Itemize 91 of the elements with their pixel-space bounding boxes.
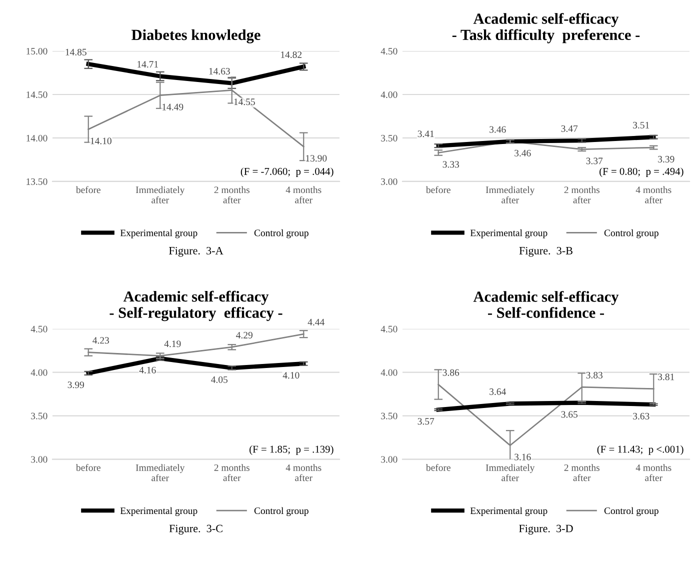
legend-label: Experimental group — [120, 229, 198, 238]
chart-subtitle: - Self-regulatory efficacy - — [110, 306, 282, 322]
x-tick-label: 4 months after — [286, 186, 322, 204]
data-label: 14.55 — [234, 98, 255, 106]
x-tick-label: Immediately after — [486, 186, 535, 204]
data-label: 14.10 — [90, 138, 112, 144]
x-tick-label: before — [76, 186, 100, 194]
y-tick-label: 3.00 — [381, 456, 398, 463]
legend-label: Experimental group — [120, 507, 198, 516]
data-label: 3.81 — [658, 374, 674, 380]
data-label: 14.71 — [138, 61, 158, 68]
chart-title: Academic self-efficacy — [473, 12, 619, 28]
x-tick-label: 4 months after — [636, 464, 672, 482]
chart-subtitle: - Task difficulty preference - — [452, 29, 640, 44]
data-label: 4.05 — [211, 376, 228, 383]
text: Figure. 3-B — [519, 246, 572, 257]
y-tick-label: 3.50 — [381, 134, 398, 142]
data-label: 3.65 — [561, 411, 578, 418]
annotation: (F = 11.43; p <.001) — [597, 445, 684, 455]
chart-title: Academic self-efficacy — [473, 290, 619, 306]
data-label: 3.41 — [418, 130, 434, 138]
line-series — [88, 333, 304, 357]
data-label: 3.99 — [68, 382, 84, 388]
annotation: (F = 0.80; p = .494) — [600, 168, 684, 178]
legend-label: Control group — [604, 229, 658, 238]
y-tick-label: 3.00 — [31, 456, 48, 463]
annotation: (F = -7.060; p = .044) — [240, 168, 334, 178]
data-label: 3.37 — [586, 158, 603, 164]
x-tick-label: Immediately after — [136, 464, 185, 482]
x-tick-label: 2 months after — [564, 186, 600, 204]
y-tick-label: 4.00 — [380, 369, 398, 376]
y-tick-label: 4.50 — [30, 326, 48, 332]
data-label: 14.82 — [281, 51, 302, 58]
text: Figure. 3-D — [519, 524, 573, 535]
data-label: 3.51 — [633, 122, 650, 128]
data-label: 13.90 — [306, 155, 327, 162]
legend-label: Control group — [254, 229, 308, 238]
data-label: 4.44 — [308, 318, 324, 326]
text: Figure. 3-C — [169, 524, 222, 535]
data-label: 3.83 — [586, 372, 602, 378]
chart-title: Diabetes knowledge — [132, 29, 260, 44]
data-label: 3.47 — [561, 125, 578, 132]
data-label: 3.39 — [658, 156, 674, 163]
data-label: 4.19 — [164, 340, 181, 348]
chart-title: Academic self-efficacy — [123, 290, 269, 305]
x-tick-label: 4 months after — [286, 464, 322, 482]
y-tick-label: 3.50 — [381, 412, 398, 420]
legend-label: Experimental group — [470, 229, 548, 238]
y-tick-label: 3.50 — [31, 412, 48, 420]
x-tick-label: 2 months after — [214, 186, 250, 204]
legend-label: Control group — [254, 507, 308, 516]
x-tick-label: before — [426, 464, 450, 471]
text: Figure. 3-A — [169, 246, 224, 257]
line-series — [436, 400, 656, 412]
y-tick-label: 4.50 — [380, 48, 398, 55]
y-tick-label: 4.00 — [30, 369, 48, 376]
x-tick-label: 4 months after — [636, 186, 672, 204]
line-series — [436, 135, 656, 148]
data-label: 3.57 — [418, 418, 434, 425]
line-series — [86, 62, 306, 86]
data-label: 3.46 — [514, 150, 531, 156]
x-tick-label: Immediately after — [486, 464, 535, 482]
x-tick-label: 2 months after — [564, 464, 600, 482]
chart-subtitle: - Self-confidence - — [488, 306, 604, 318]
y-tick-label: 4.50 — [380, 326, 398, 332]
x-tick-label: 2 months after — [214, 464, 250, 482]
x-tick-label: before — [76, 464, 100, 471]
y-tick-label: 13.50 — [26, 178, 48, 185]
data-label: 4.16 — [139, 366, 156, 374]
data-label: 3.64 — [490, 388, 506, 395]
data-label: 3.33 — [442, 161, 459, 168]
data-label: 4.29 — [236, 332, 252, 338]
data-label: 3.86 — [442, 369, 460, 376]
data-label: 14.85 — [66, 48, 86, 56]
annotation: (F = 1.85; p = .139) — [250, 445, 334, 455]
data-label: 3.63 — [633, 412, 650, 420]
x-tick-label: before — [426, 186, 450, 194]
data-label: 4.23 — [92, 337, 109, 344]
legend-label: Experimental group — [470, 507, 548, 516]
y-tick-label: 15.00 — [26, 48, 48, 55]
data-label: 4.10 — [282, 372, 300, 379]
y-tick-label: 4.00 — [380, 91, 398, 98]
y-tick-label: 14.50 — [26, 91, 48, 98]
y-tick-label: 14.00 — [26, 134, 48, 142]
data-label: 14.63 — [209, 68, 230, 75]
data-label: 3.46 — [490, 126, 506, 133]
x-tick-label: Immediately after — [136, 186, 185, 204]
legend-label: Control group — [604, 507, 658, 516]
y-tick-label: 3.00 — [381, 178, 398, 185]
data-label: 3.16 — [514, 454, 531, 460]
data-label: 14.49 — [162, 104, 184, 110]
